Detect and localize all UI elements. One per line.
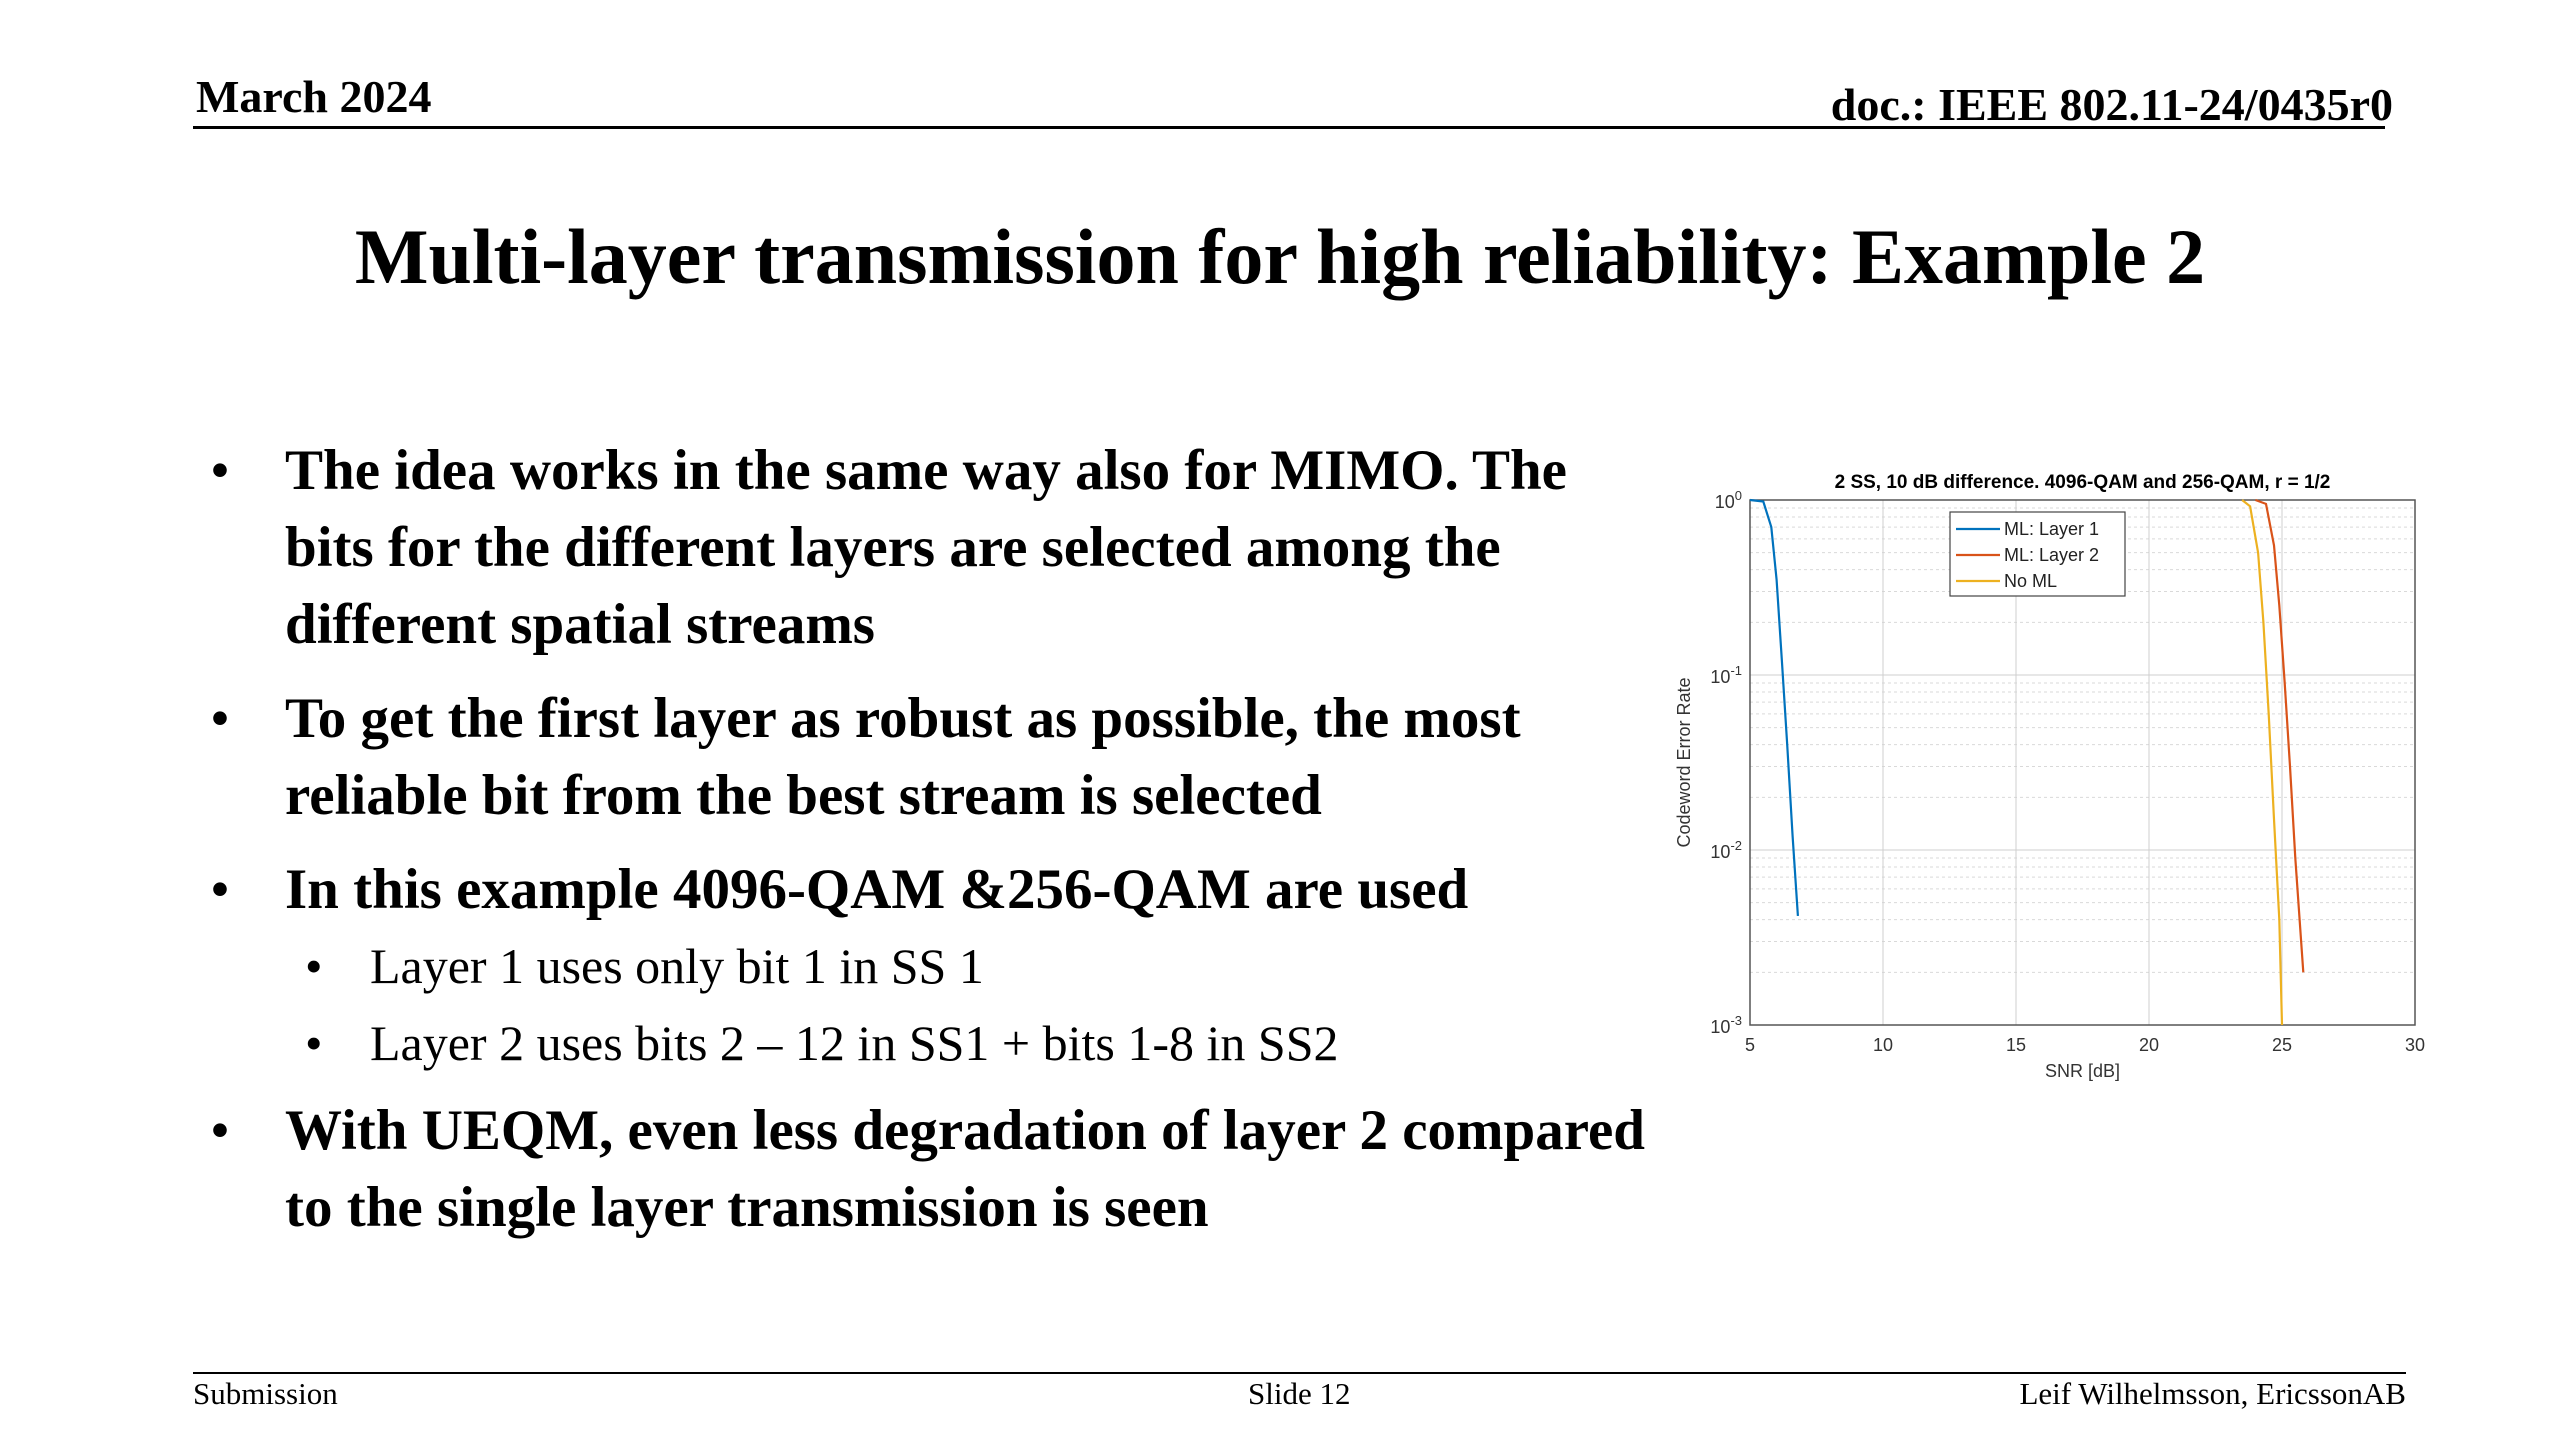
bullet-glyph: • [210,858,230,921]
legend-label: ML: Layer 2 [2004,545,2099,565]
plot-frame [1749,499,2416,1026]
x-tick-label: 30 [2405,1035,2425,1055]
x-tick-label: 25 [2272,1035,2292,1055]
y-tick-label: 10-2 [1710,838,1742,862]
bullet-item: • The idea works in the same way also fo… [200,432,1660,663]
x-tick-label: 15 [2006,1035,2026,1055]
x-tick-label: 10 [1873,1035,1893,1055]
x-axis-label: SNR [dB] [2045,1061,2120,1081]
y-tick-label: 100 [1715,488,1742,512]
sub-bullet-text: Layer 1 uses only bit 1 in SS 1 [370,938,984,994]
footer-divider [193,1372,2406,1374]
sub-bullet-group: • Layer 1 uses only bit 1 in SS 1 • Laye… [200,928,1660,1082]
y-axis-label: Codeword Error Rate [1674,677,1694,847]
bullet-text: The idea works in the same way also for … [285,439,1567,656]
chart-title: 2 SS, 10 dB difference. 4096-QAM and 256… [1835,472,2331,493]
header-divider [193,126,2385,129]
sub-bullet-item: • Layer 1 uses only bit 1 in SS 1 [200,928,1660,1005]
bullet-list: • The idea works in the same way also fo… [200,432,1660,1263]
cer-chart: 2 SS, 10 dB difference. 4096-QAM and 256… [1660,460,2440,1100]
series-line [2255,498,2305,973]
bullet-glyph: • [210,1099,230,1162]
series-line [2241,499,2284,1026]
y-tick-label: 10-3 [1710,1013,1742,1037]
y-tick-label: 10-1 [1710,663,1742,687]
bullet-text: To get the first layer as robust as poss… [285,687,1521,827]
slide-title: Multi-layer transmission for high reliab… [354,213,2206,300]
header-date: March 2024 [196,71,432,122]
sub-bullet-glyph: • [305,938,323,994]
bullet-glyph: • [210,439,230,502]
bullet-item: • With UEQM, even less degradation of la… [200,1092,1660,1246]
sub-bullet-item: • Layer 2 uses bits 2 – 12 in SS1 + bits… [200,1005,1660,1082]
footer-submission: Submission [193,1376,338,1411]
bullet-glyph: • [210,687,230,750]
sub-bullet-text: Layer 2 uses bits 2 – 12 in SS1 + bits 1… [370,1015,1339,1071]
legend-label: ML: Layer 1 [2004,519,2099,539]
bullet-item: • In this example 4096-QAM &256-QAM are … [200,851,1660,928]
footer-slide-number: Slide 12 [1248,1376,1351,1411]
sub-bullet-glyph: • [305,1015,323,1071]
legend-label: No ML [2004,571,2057,591]
bullet-text: In this example 4096-QAM &256-QAM are us… [285,858,1469,921]
x-tick-label: 20 [2139,1035,2159,1055]
footer-author: Leif Wilhelmsson, EricssonAB [2019,1376,2406,1411]
cer-chart-svg: 2 SS, 10 dB difference. 4096-QAM and 256… [1674,472,2425,1081]
bullet-text: With UEQM, even less degradation of laye… [285,1099,1646,1239]
header-doc-id: doc.: IEEE 802.11-24/0435r0 [1830,79,2393,130]
bullet-item: • To get the first layer as robust as po… [200,680,1660,834]
series-line [1749,498,1799,916]
x-tick-label: 5 [1745,1035,1755,1055]
